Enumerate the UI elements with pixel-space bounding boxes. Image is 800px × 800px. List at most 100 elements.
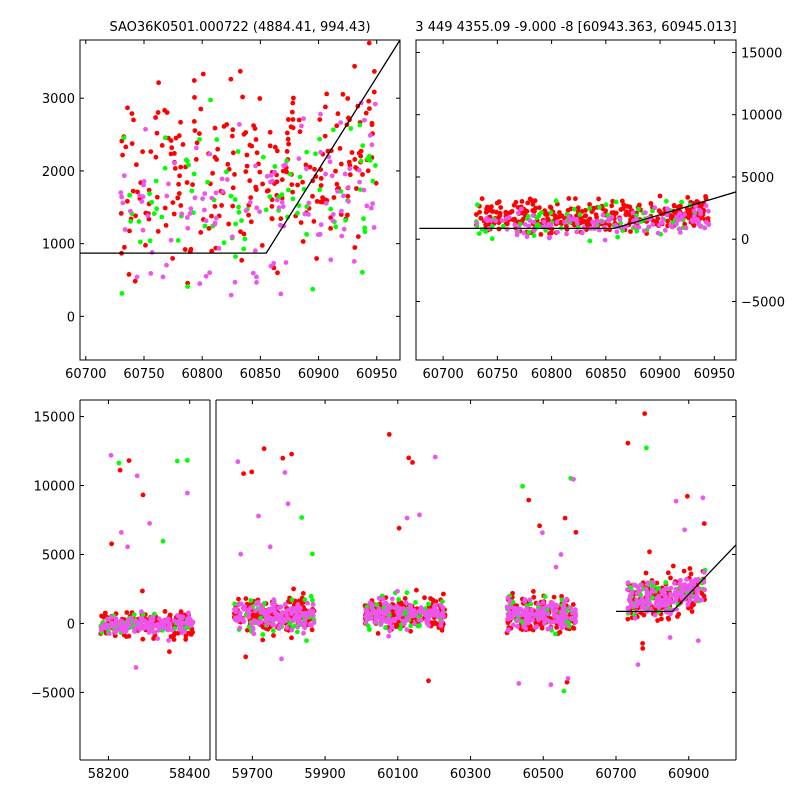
bottom-point — [138, 615, 144, 621]
top-right-xtick-label: 60900 — [639, 367, 680, 382]
top-right-ytick-label: 5000 — [741, 171, 774, 186]
top-right-point — [530, 208, 536, 213]
bottom-point — [666, 598, 672, 604]
bottom-point — [291, 586, 296, 592]
bottom-point — [401, 621, 407, 627]
top-left-point — [301, 116, 306, 121]
top-right-point — [655, 216, 661, 221]
top-right-point — [532, 198, 538, 204]
top-left-point — [216, 246, 222, 251]
bottom-point — [573, 529, 579, 535]
top-right-point — [497, 213, 503, 219]
top-left-point — [132, 278, 138, 284]
bottom-point — [685, 493, 690, 499]
bottom-point — [653, 599, 659, 605]
top-right-point — [573, 196, 578, 202]
top-right-point — [564, 223, 569, 229]
top-right-point — [691, 208, 697, 214]
top-left-point — [134, 162, 139, 168]
top-left-point — [137, 193, 143, 199]
bottom-point — [176, 623, 182, 628]
top-left-point — [176, 181, 182, 187]
top-left-point — [297, 174, 303, 180]
bottom-point — [363, 620, 369, 626]
top-right-point — [664, 198, 669, 204]
top-right-point — [609, 214, 615, 220]
top-right-point — [602, 225, 607, 230]
top-left-point — [373, 180, 379, 186]
top-left-point — [323, 200, 329, 206]
top-left-point — [180, 142, 186, 147]
top-left-point — [303, 162, 309, 168]
bottom-point — [687, 566, 693, 571]
top-left-point — [183, 157, 189, 163]
bottom-point — [106, 631, 112, 636]
top-left-point — [272, 144, 278, 150]
top-left-point — [340, 91, 346, 97]
top-left-point — [143, 242, 148, 248]
top-right-point — [703, 203, 709, 209]
bottom-point — [167, 649, 172, 655]
bottom-ytick-label: 5000 — [42, 548, 75, 563]
top-right-point — [498, 205, 504, 210]
top-left-point — [188, 206, 194, 212]
bottom-point — [254, 601, 259, 607]
top-left-point — [266, 188, 271, 194]
top-right-point — [513, 199, 519, 205]
top-left-point — [119, 194, 124, 200]
bottom-point — [565, 676, 571, 681]
bottom-ytick-label: 15000 — [34, 411, 75, 426]
top-right-point — [506, 215, 512, 220]
top-right-point — [516, 225, 522, 231]
top-left-point — [225, 161, 231, 167]
bottom-point — [139, 609, 144, 614]
top-right-point — [668, 222, 674, 228]
top-right-point — [543, 212, 548, 217]
top-right-point — [674, 221, 679, 227]
bottom-point — [378, 622, 384, 627]
top-left-point — [129, 111, 135, 116]
bottom-point — [504, 604, 510, 610]
top-left-point — [202, 191, 208, 197]
bottom-point — [635, 662, 641, 667]
bottom-point — [284, 612, 290, 618]
top-left-point — [360, 269, 365, 275]
bottom-point — [122, 624, 128, 629]
top-right-point — [628, 229, 633, 235]
bottom-point — [262, 608, 267, 614]
top-right-model-line — [419, 191, 736, 230]
top-left-point — [208, 97, 213, 103]
bottom-point — [363, 614, 369, 619]
top-left-point — [178, 119, 184, 125]
bottom-point — [701, 579, 707, 585]
top-left-point — [373, 163, 378, 168]
bottom-point — [270, 622, 275, 627]
bottom-point — [236, 596, 241, 602]
top-left-point — [177, 173, 183, 179]
top-left-point — [170, 256, 176, 261]
top-right-point — [475, 202, 480, 208]
top-left-point — [327, 159, 333, 165]
bottom-point — [665, 615, 671, 621]
top-left-point — [357, 122, 363, 128]
top-left-point — [290, 196, 296, 202]
top-left-point — [215, 146, 221, 152]
top-right-point — [669, 215, 674, 221]
top-left-point — [358, 158, 364, 164]
bottom-point — [663, 580, 669, 585]
bottom-point — [383, 611, 388, 617]
bottom-point — [310, 602, 316, 607]
top-left-point — [224, 177, 230, 182]
bottom-point — [109, 621, 115, 627]
top-left-point — [331, 195, 337, 200]
top-right-point — [605, 212, 611, 218]
bottom-point — [673, 498, 679, 504]
top-left-point — [121, 135, 127, 141]
top-left-point — [236, 209, 242, 215]
top-left-point — [362, 117, 367, 123]
bottom-point — [553, 608, 559, 613]
top-right-point — [590, 219, 595, 225]
bottom-point — [643, 586, 649, 592]
bottom-point — [175, 613, 181, 618]
bottom-point — [99, 613, 104, 619]
